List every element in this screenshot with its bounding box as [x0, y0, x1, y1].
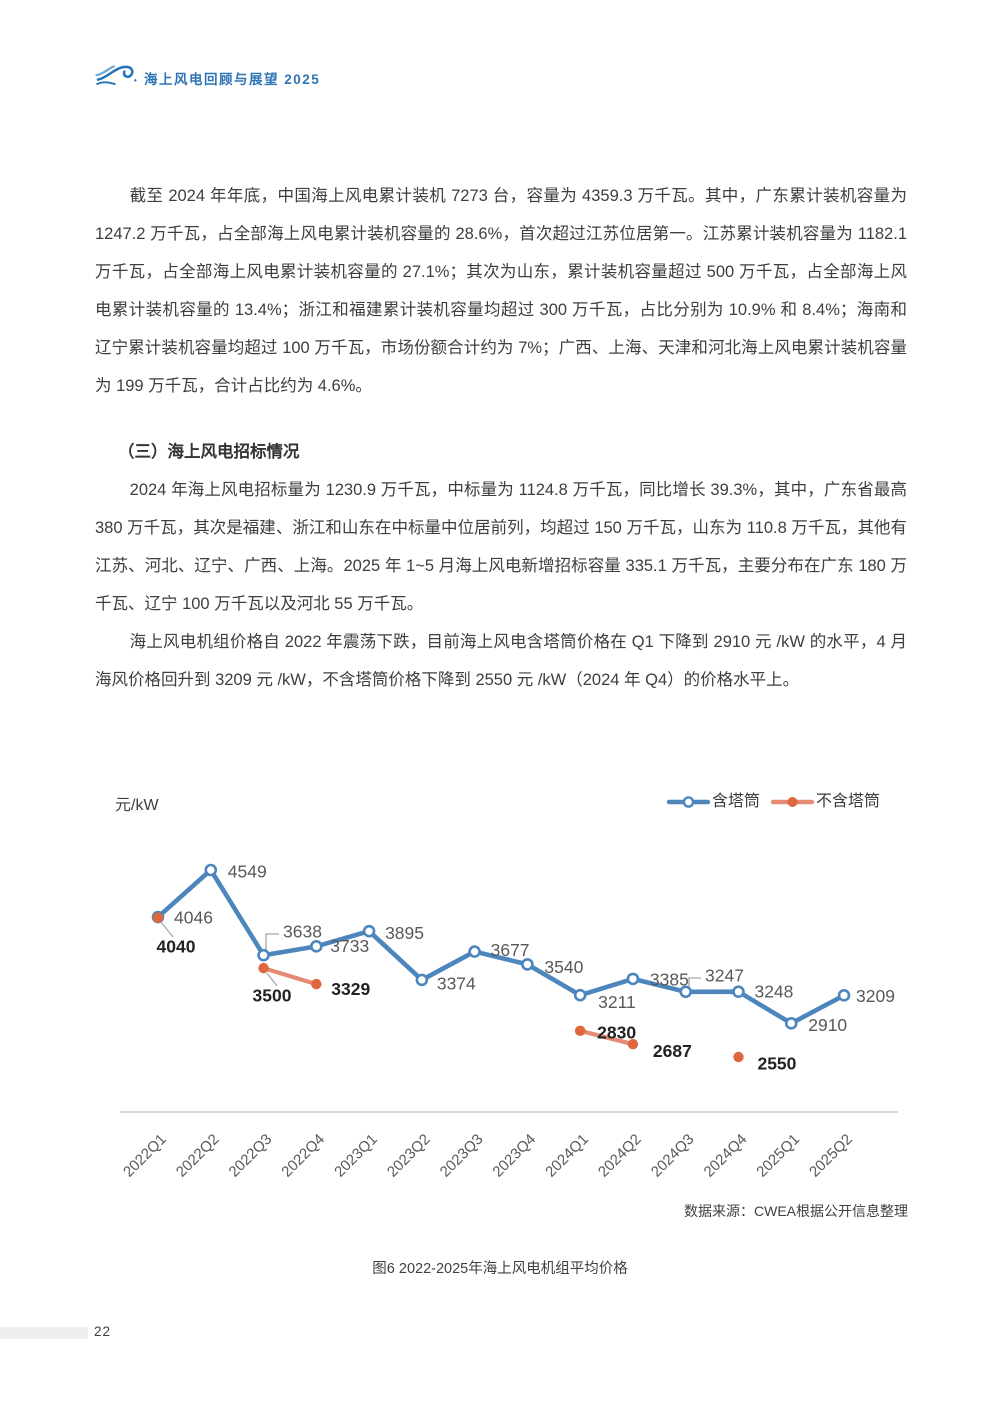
y-axis-unit-label: 元/kW [115, 797, 159, 814]
value-label: 3500 [253, 986, 292, 1006]
value-label: 2830 [597, 1022, 636, 1042]
x-tick-label: 2025Q2 [806, 1131, 856, 1181]
x-axis: 2022Q1 2022Q2 2022Q3 2022Q4 2023Q1 2023Q2 2023… [120, 1111, 898, 1181]
x-tick-label: 2023Q2 [384, 1131, 434, 1181]
x-tick-label: 2024Q1 [542, 1131, 592, 1181]
section-heading: （三）海上风电招标情况 [118, 443, 300, 461]
legend: 含塔筒 不含塔筒 [666, 792, 880, 810]
wave-logo-icon [95, 65, 137, 85]
body-text: 截至 2024 年年底，中国海上风电累计装机 7273 台，容量为 4359.3… [95, 177, 907, 699]
value-label: 3385 [650, 970, 689, 990]
value-label: 3374 [437, 974, 476, 994]
document-title: 海上风电回顾与展望 2025 [144, 72, 321, 87]
legend-label: 不含塔筒 [816, 792, 880, 810]
value-label: 3209 [856, 986, 895, 1006]
value-label: 2687 [653, 1041, 692, 1061]
footer-rule [0, 1327, 88, 1339]
paragraph-turbine-price: 海上风电机组价格自 2022 年震荡下跌，目前海上风电含塔筒价格在 Q1 下降到… [95, 633, 907, 689]
x-tick-label: 2022Q3 [226, 1131, 276, 1181]
legend-label: 含塔筒 [712, 792, 760, 810]
value-label: 3895 [385, 923, 424, 943]
x-tick-label: 2025Q1 [753, 1131, 803, 1181]
x-tick-label: 2022Q1 [120, 1131, 170, 1181]
value-label: 2910 [808, 1015, 847, 1035]
series-with-tower: 4046 4549 3638 3733 3895 3374 3677 3540 3211 3385… [151, 862, 895, 1035]
value-label: 3248 [754, 981, 793, 1001]
value-label: 4046 [174, 908, 213, 928]
value-label: 3247 [705, 966, 744, 986]
paragraph-installed-capacity: 截至 2024 年年底，中国海上风电累计装机 7273 台，容量为 4359.3… [95, 187, 907, 395]
x-tick-label: 2022Q4 [278, 1131, 328, 1181]
x-tick-label: 2024Q2 [595, 1131, 645, 1181]
x-tick-label: 2024Q3 [648, 1131, 698, 1181]
value-label: 4040 [157, 937, 196, 957]
value-label: 3733 [330, 936, 369, 956]
value-label: 3329 [331, 979, 370, 999]
series-without-tower: 4040 3500 3329 2830 2687 2550 [152, 912, 797, 1074]
paragraph-tendering: 2024 年海上风电招标量为 1230.9 万千瓦，中标量为 1124.8 万千… [95, 481, 907, 613]
x-tick-label: 2023Q4 [489, 1131, 539, 1181]
value-label: 3638 [283, 922, 322, 942]
x-tick-label: 2023Q3 [437, 1131, 487, 1181]
value-label: 2550 [757, 1054, 796, 1074]
price-line-chart: 2022Q1 2022Q2 2022Q3 2022Q4 2023Q1 2023Q2 2023… [120, 792, 898, 1181]
value-label: 3540 [544, 957, 583, 977]
figure-caption: 图6 2022-2025年海上风电机组平均价格 [372, 1261, 628, 1277]
x-tick-label: 2022Q2 [173, 1131, 223, 1181]
x-tick-label: 2024Q4 [701, 1131, 751, 1181]
value-label: 3211 [598, 992, 636, 1012]
value-label: 4549 [228, 862, 267, 882]
page-number: 22 [94, 1324, 112, 1339]
x-tick-label: 2023Q1 [331, 1131, 381, 1181]
data-source-note: 数据来源：CWEA根据公开信息整理 [684, 1203, 908, 1219]
value-label: 3677 [491, 940, 530, 960]
